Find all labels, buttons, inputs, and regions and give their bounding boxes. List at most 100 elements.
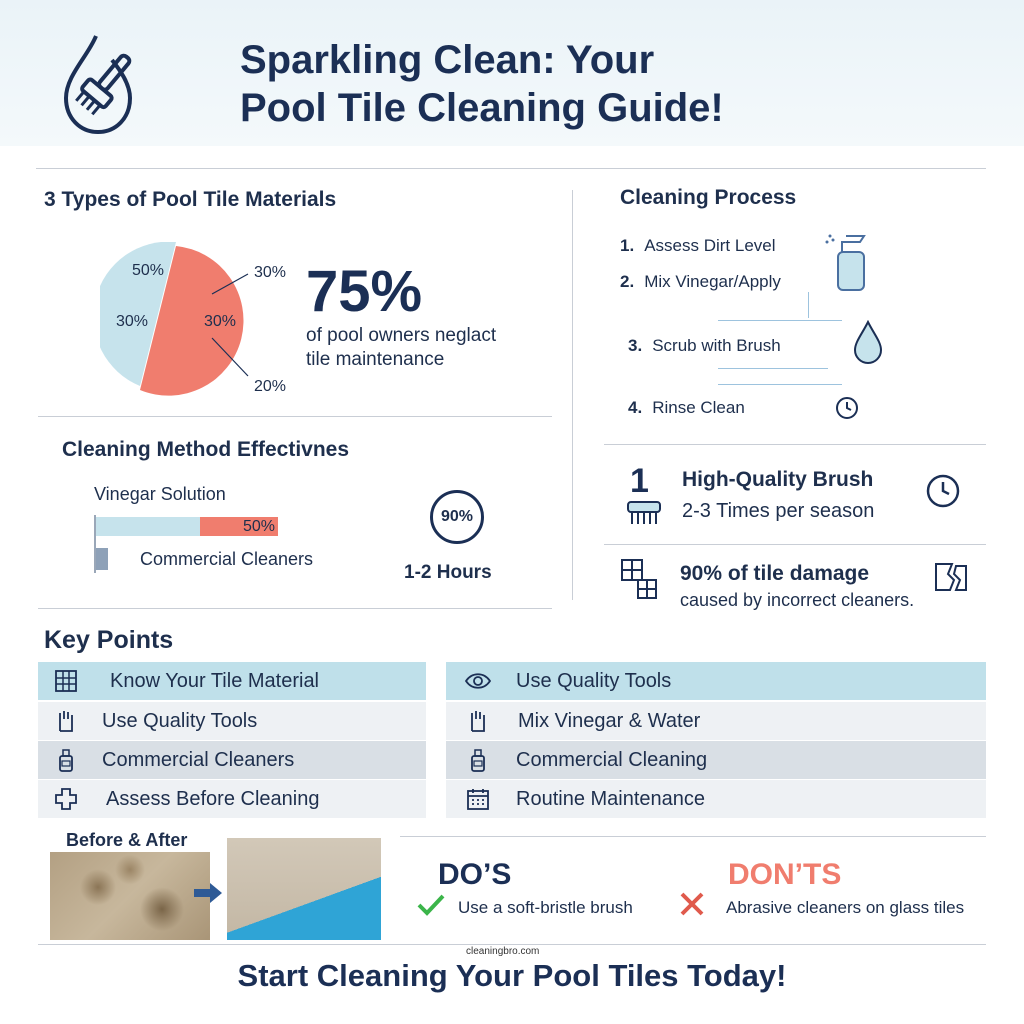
- process-step: 4. Rinse Clean: [628, 398, 745, 418]
- key-point-row: Know Your Tile Material: [38, 662, 426, 700]
- key-point-row: Use Quality Tools: [38, 702, 426, 740]
- divider: [38, 608, 552, 609]
- watermark: cleaningbro.com: [466, 946, 540, 957]
- neglect-stat-caption: of pool owners neglact tile maintenance: [306, 324, 546, 372]
- donts-title: DON’TS: [728, 858, 842, 891]
- step-label: Rinse Clean: [652, 398, 745, 417]
- damage-subtitle: caused by incorrect cleaners.: [680, 590, 915, 610]
- flow-arrow: [718, 320, 842, 321]
- before-photo: [50, 852, 210, 940]
- spray-bottle-icon: [825, 234, 866, 291]
- key-points-title: Key Points: [44, 626, 174, 654]
- donts-text: Abrasive cleaners on glass tiles: [726, 898, 965, 917]
- key-point-row: Commercial Cleaning: [446, 741, 986, 779]
- checkmark-icon: [417, 894, 445, 916]
- tiles-icon: [621, 559, 657, 599]
- key-point-row: Use Quality Tools: [446, 662, 986, 700]
- water-drop-brush-icon: [63, 35, 133, 135]
- step-number: 2.: [620, 272, 635, 291]
- key-point-row: Commercial Cleaners: [38, 741, 426, 779]
- divider: [604, 544, 986, 545]
- bar-category-label: Commercial Cleaners: [140, 549, 314, 569]
- pie-label: 30%: [204, 313, 237, 330]
- process-step: 3. Scrub with Brush: [628, 336, 781, 356]
- step-label: Scrub with Brush: [652, 336, 781, 355]
- process-title: Cleaning Process: [620, 186, 797, 209]
- bottle-icon: [59, 749, 73, 772]
- key-point-row: Assess Before Cleaning: [38, 780, 426, 818]
- flow-arrow: [718, 384, 842, 385]
- water-drop-icon: [853, 320, 883, 364]
- pie-slice-blue: [100, 242, 176, 386]
- brush-title: High-Quality Brush: [682, 468, 874, 491]
- clock-icon: [836, 397, 858, 419]
- time-label: 1-2 Hours: [404, 562, 492, 583]
- bar-vinegar-base: [96, 517, 200, 536]
- after-photo: [227, 838, 381, 940]
- effectiveness-title: Cleaning Method Effectivnes: [62, 438, 350, 461]
- pie-label: 30%: [254, 264, 287, 281]
- calendar-icon: [467, 789, 489, 810]
- bar-vinegar-value: 50%: [200, 517, 278, 536]
- divider: [604, 444, 986, 445]
- divider: [38, 416, 552, 417]
- bar-commercial: [96, 548, 108, 570]
- broken-tile-icon: [935, 563, 967, 591]
- key-point-row: Mix Vinegar & Water: [446, 702, 986, 740]
- page-title: Sparkling Clean: Your Pool Tile Cleaning…: [240, 36, 840, 132]
- glove-icon: [59, 711, 73, 732]
- pie-label: 50%: [132, 262, 165, 279]
- brush-icon: [627, 501, 661, 524]
- key-point-row: Routine Maintenance: [446, 780, 986, 818]
- divider: [572, 190, 573, 600]
- step-number: 4.: [628, 398, 643, 417]
- pie-slice-coral: [140, 246, 244, 396]
- flow-connector: [718, 368, 828, 369]
- title-line-1: Sparkling Clean: Your: [240, 38, 655, 82]
- key-point-label: Assess Before Cleaning: [106, 788, 320, 810]
- key-point-label: Know Your Tile Material: [110, 670, 320, 692]
- neglect-stat-value: 75%: [306, 259, 423, 324]
- divider: [400, 836, 986, 837]
- divider: [38, 944, 986, 945]
- step-label: Assess Dirt Level: [644, 236, 776, 255]
- key-point-label: Mix Vinegar & Water: [518, 710, 701, 732]
- eye-icon: [464, 673, 492, 689]
- caption-line: tile maintenance: [306, 349, 445, 370]
- dos-title: DO’S: [438, 858, 512, 891]
- materials-pie-chart: [100, 242, 249, 396]
- divider: [36, 168, 986, 169]
- grid-icon: [55, 670, 77, 692]
- damage-title: 90% of tile damage: [680, 562, 870, 585]
- step-label: Mix Vinegar/Apply: [644, 272, 781, 291]
- step-number: 1.: [620, 236, 635, 255]
- caption-line: of pool owners neglact: [306, 325, 497, 346]
- key-point-label: Use Quality Tools: [516, 670, 672, 692]
- flow-connector: [808, 292, 809, 318]
- dos-text: Use a soft-bristle brush: [458, 898, 633, 917]
- materials-title: 3 Types of Pool Tile Materials: [44, 188, 337, 211]
- effectiveness-ring: 90%: [430, 490, 484, 544]
- bar-category-label: Vinegar Solution: [94, 484, 226, 504]
- key-point-label: Use Quality Tools: [102, 710, 258, 732]
- process-step: 1. Assess Dirt Level: [620, 236, 776, 256]
- glove-icon: [471, 711, 485, 732]
- header-banner: [0, 0, 1024, 146]
- key-point-label: Commercial Cleaning: [516, 749, 708, 771]
- cross-mark-icon: [680, 892, 704, 916]
- clock-icon: [926, 474, 960, 508]
- brush-number: 1: [630, 462, 649, 500]
- step-number: 3.: [628, 336, 643, 355]
- before-after-title: Before & After: [66, 830, 188, 850]
- bottle-icon: [471, 749, 485, 772]
- title-line-2: Pool Tile Cleaning Guide!: [240, 86, 724, 130]
- process-step: 2. Mix Vinegar/Apply: [620, 272, 781, 292]
- key-point-label: Commercial Cleaners: [102, 749, 295, 771]
- key-point-label: Routine Maintenance: [516, 788, 706, 810]
- brush-subtitle: 2-3 Times per season: [682, 500, 875, 522]
- pie-label: 20%: [254, 378, 287, 395]
- bar-axis: [94, 515, 96, 573]
- pie-label: 30%: [116, 313, 149, 330]
- arrow-right-icon: [194, 883, 222, 903]
- cross-icon: [55, 788, 77, 810]
